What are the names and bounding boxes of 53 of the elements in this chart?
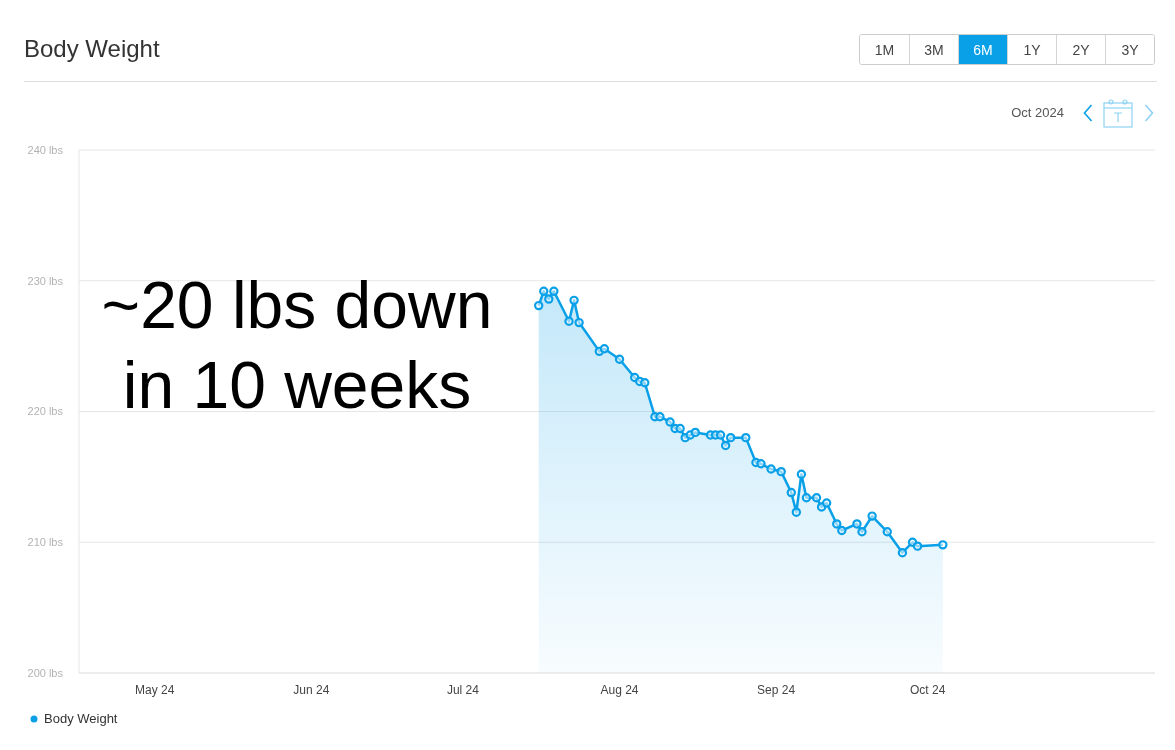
point bbox=[796, 469, 807, 479]
point bbox=[811, 493, 822, 503]
point bbox=[564, 316, 574, 326]
point bbox=[725, 432, 736, 443]
point bbox=[786, 487, 796, 498]
point bbox=[690, 427, 700, 438]
point bbox=[675, 423, 685, 434]
point bbox=[938, 540, 948, 550]
x-tick-label: Jun 24 bbox=[293, 682, 330, 697]
y-tick-label: 220 lbs bbox=[27, 405, 64, 418]
point bbox=[801, 493, 812, 503]
point bbox=[766, 464, 776, 474]
point bbox=[776, 466, 786, 477]
period-button: 3Y bbox=[1105, 35, 1154, 64]
point bbox=[857, 527, 867, 537]
y-tick-label: 230 lbs bbox=[27, 274, 64, 287]
y-tick-label: 240 lbs bbox=[27, 143, 64, 156]
point bbox=[912, 541, 923, 551]
chart-title: Body Weight bbox=[24, 35, 160, 62]
point bbox=[640, 378, 650, 388]
point bbox=[821, 498, 832, 508]
point bbox=[599, 344, 610, 354]
x-tick-label: Oct 24 bbox=[910, 682, 946, 697]
text: Oct 2024 bbox=[1011, 105, 1064, 121]
point bbox=[534, 300, 544, 311]
point bbox=[549, 286, 559, 296]
point bbox=[867, 511, 877, 521]
y-tick-label: 200 lbs bbox=[27, 666, 64, 679]
point bbox=[832, 519, 842, 529]
point bbox=[715, 430, 726, 440]
point bbox=[574, 317, 584, 328]
point bbox=[539, 286, 549, 296]
point bbox=[852, 519, 862, 529]
point bbox=[791, 507, 802, 517]
point bbox=[665, 417, 675, 427]
annotation: ~20 lbs down in 10 weeks bbox=[100, 267, 494, 424]
period-button: 6M bbox=[958, 35, 1007, 64]
point bbox=[544, 294, 554, 304]
point bbox=[569, 295, 579, 306]
point bbox=[741, 432, 751, 443]
legend-label: Body Weight bbox=[44, 711, 118, 726]
x-tick-label: May 24 bbox=[135, 682, 175, 697]
x-tick-label: Aug 24 bbox=[600, 682, 639, 697]
x-tick-label: Jul 24 bbox=[446, 682, 480, 697]
point bbox=[720, 440, 731, 451]
point bbox=[897, 548, 908, 558]
point bbox=[655, 412, 665, 422]
x-tick-label: Sep 24 bbox=[757, 682, 796, 697]
point bbox=[837, 525, 847, 536]
y-tick-label: 210 lbs bbox=[27, 536, 64, 549]
point bbox=[882, 527, 892, 537]
point bbox=[614, 354, 625, 364]
point bbox=[756, 459, 766, 469]
